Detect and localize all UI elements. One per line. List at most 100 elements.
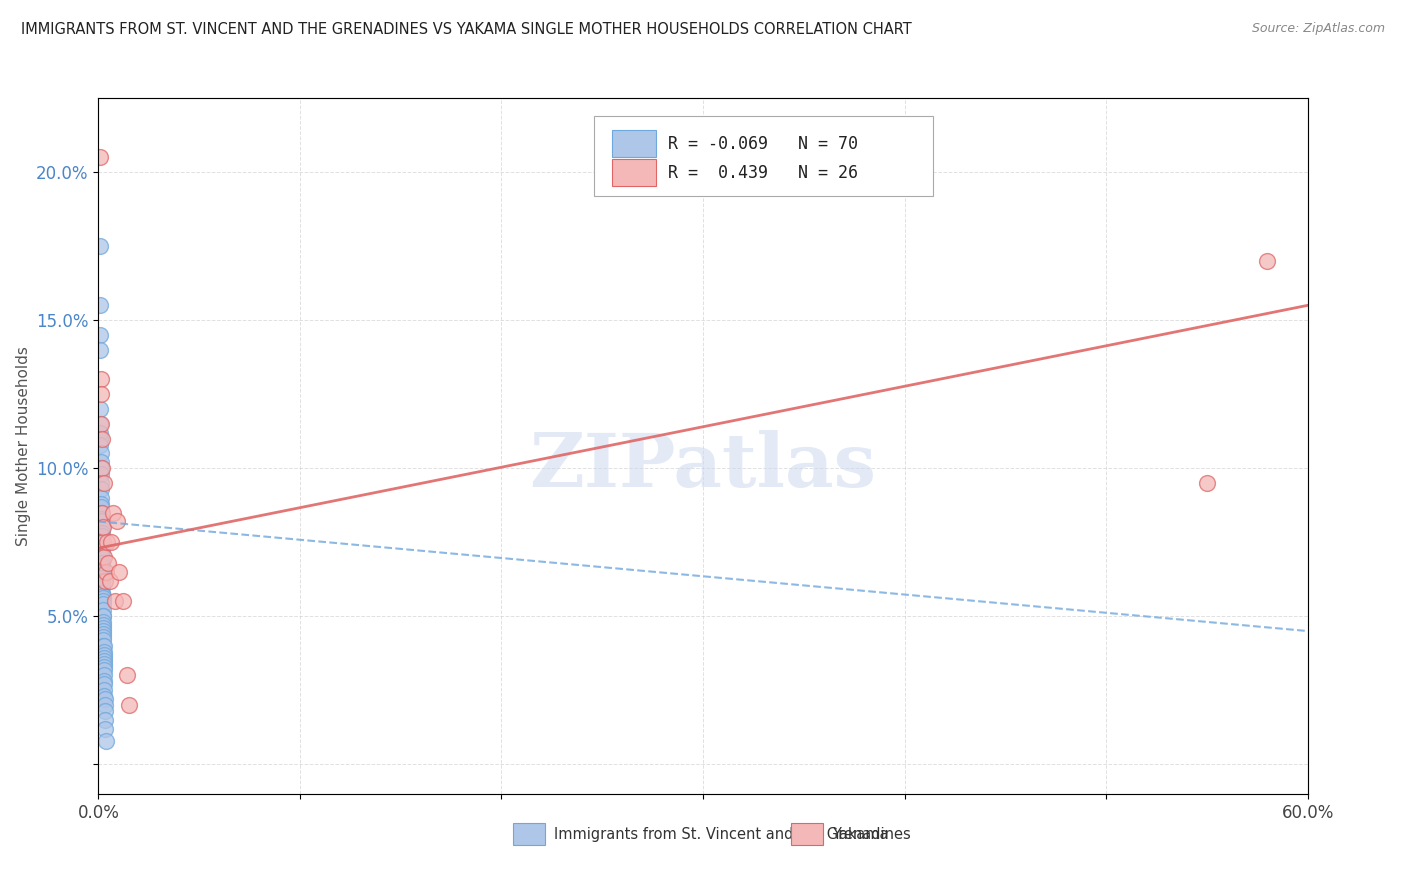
Text: IMMIGRANTS FROM ST. VINCENT AND THE GRENADINES VS YAKAMA SINGLE MOTHER HOUSEHOLD: IMMIGRANTS FROM ST. VINCENT AND THE GREN… (21, 22, 912, 37)
Point (90, 529, 112, 543)
Point (93, 659, 115, 673)
Point (94, 704, 117, 718)
Text: ZIPatlas: ZIPatlas (530, 430, 876, 503)
Text: R = -0.069   N = 70: R = -0.069 N = 70 (668, 135, 858, 153)
Point (91, 535, 114, 549)
Point (1256, 254, 1278, 268)
Point (96, 565, 118, 579)
Point (101, 506, 124, 520)
Point (89, 343, 111, 357)
Point (93, 683, 115, 698)
Point (91, 580, 114, 594)
Point (93, 698, 115, 712)
Point (93, 475, 115, 490)
Point (100, 535, 122, 549)
Point (91, 544, 114, 558)
Point (90, 432, 112, 446)
Point (93, 657, 115, 671)
Point (91, 624, 114, 638)
Point (91, 556, 114, 570)
Point (91, 603, 114, 617)
Point (90, 511, 112, 525)
Point (93, 663, 115, 677)
Point (89, 437, 111, 451)
Point (91, 609, 114, 624)
Point (91, 574, 114, 588)
Point (93, 632, 115, 647)
Point (93, 648, 115, 662)
Point (91, 591, 114, 606)
Point (94, 574, 117, 588)
Point (97, 556, 120, 570)
Point (103, 594, 125, 608)
Point (91, 506, 114, 520)
Point (98, 574, 121, 588)
Y-axis label: Single Mother Households: Single Mother Households (15, 346, 31, 546)
FancyBboxPatch shape (613, 160, 655, 186)
Point (1195, 475, 1218, 490)
Point (91, 598, 114, 612)
Point (89, 239, 111, 253)
Point (93, 645, 115, 659)
Point (118, 698, 141, 712)
Point (90, 515, 112, 529)
FancyBboxPatch shape (513, 823, 544, 846)
Point (93, 639, 115, 653)
Text: Source: ZipAtlas.com: Source: ZipAtlas.com (1251, 22, 1385, 36)
Point (90, 497, 112, 511)
Text: Yakama: Yakama (832, 827, 889, 842)
Point (91, 618, 114, 632)
Point (111, 594, 134, 608)
Point (93, 654, 115, 668)
Point (91, 589, 114, 603)
Point (89, 298, 111, 312)
Point (89, 150, 111, 164)
Point (107, 565, 129, 579)
Point (90, 446, 112, 460)
Point (91, 461, 114, 475)
Text: Immigrants from St. Vincent and the Grenadines: Immigrants from St. Vincent and the Gren… (554, 827, 911, 842)
Point (91, 594, 114, 608)
Point (89, 402, 111, 417)
Point (94, 733, 117, 747)
Point (93, 639, 115, 653)
Point (93, 674, 115, 689)
Point (94, 713, 117, 727)
Point (90, 541, 112, 556)
Point (90, 506, 112, 520)
Point (90, 467, 112, 482)
Point (93, 630, 115, 644)
FancyBboxPatch shape (595, 116, 932, 195)
Point (96, 535, 118, 549)
Point (94, 722, 117, 736)
Point (93, 689, 115, 703)
Point (91, 585, 114, 599)
Point (90, 500, 112, 514)
Point (91, 565, 114, 579)
Point (89, 432, 111, 446)
Point (90, 491, 112, 505)
Point (115, 668, 138, 682)
Point (90, 482, 112, 496)
Point (89, 417, 111, 431)
Point (91, 621, 114, 635)
Point (89, 425, 111, 440)
Point (91, 556, 114, 570)
Point (93, 677, 115, 691)
Point (90, 535, 112, 549)
Point (90, 526, 112, 541)
FancyBboxPatch shape (613, 130, 655, 157)
Point (90, 520, 112, 534)
Point (93, 650, 115, 665)
Point (90, 417, 112, 431)
Point (90, 455, 112, 469)
FancyBboxPatch shape (792, 823, 823, 846)
Point (93, 668, 115, 682)
Point (90, 461, 112, 475)
Point (91, 609, 114, 624)
Point (91, 615, 114, 629)
Point (91, 571, 114, 585)
Point (105, 515, 128, 529)
Point (93, 627, 115, 641)
Point (91, 549, 114, 564)
